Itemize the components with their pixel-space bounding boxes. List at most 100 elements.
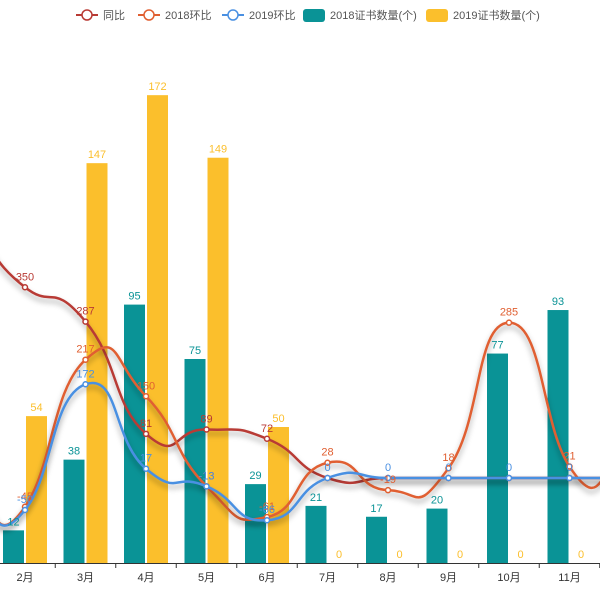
legend-label-mom-2019: 2019环比	[249, 9, 295, 22]
point-mom-2019-0[interactable]	[21, 506, 29, 514]
bar-2019-4[interactable]	[268, 427, 289, 563]
point-mom-2019-3[interactable]	[203, 483, 210, 490]
bar-label-2018-5: 21	[310, 492, 322, 504]
bar-2018-4[interactable]	[245, 484, 266, 563]
point-label-mom-2018-7: 18	[442, 452, 454, 464]
point-yoy-0[interactable]	[21, 284, 29, 291]
point-label-mom-2018-9: 21	[563, 451, 575, 463]
point-mom-2018-5[interactable]	[324, 459, 331, 466]
line-labels: 350 287 81 89 72 -45 217 150 -13 -61 28 -19 18 285 21 -…	[16, 271, 576, 516]
legend-item-mom-2019[interactable]: 2019环比	[222, 9, 295, 22]
point-mom-2019-2[interactable]	[142, 465, 150, 472]
bar-label-2018-6: 17	[370, 503, 382, 515]
point-label-mom-2019-7: 0	[445, 462, 451, 474]
point-label-mom-2018-5: 28	[321, 447, 333, 459]
point-mom-2018-8[interactable]	[505, 319, 513, 326]
point-label-mom-2018-4: -61	[259, 501, 275, 513]
bar-2018-7[interactable]	[426, 508, 448, 563]
bars	[3, 95, 569, 563]
point-mom-2019-1[interactable]	[82, 381, 89, 388]
legend-item-2018-count[interactable]: 2018证书数量(个)	[303, 9, 417, 22]
point-label-yoy-3: 89	[200, 413, 212, 425]
legend-label-2018-count: 2018证书数量(个)	[330, 9, 417, 22]
point-mom-2018-7[interactable]	[445, 464, 452, 472]
bar-label-2019-4: 50	[272, 413, 284, 425]
point-mom-2019-7[interactable]	[445, 474, 452, 482]
point-label-mom-2018-8: 285	[500, 307, 518, 319]
bar-2018-0[interactable]	[3, 530, 24, 563]
bar-2018-1[interactable]	[63, 459, 85, 563]
point-label-mom-2019-0: -50	[17, 494, 33, 506]
point-mom-2019-5[interactable]	[324, 474, 331, 482]
bar-label-2019-1: 147	[88, 149, 106, 161]
bar-label-2018-8: 77	[491, 340, 503, 352]
x-tick-label-1: 3月	[77, 572, 94, 584]
bar-label-2018-4: 29	[249, 470, 261, 482]
bar-2018-2[interactable]	[124, 304, 145, 563]
legend-item-yoy[interactable]: 同比	[76, 9, 125, 22]
point-mom-2018-2[interactable]	[142, 393, 150, 400]
point-label-mom-2018-0: -45	[17, 491, 33, 503]
x-tick-label-0: 2月	[16, 572, 33, 584]
x-tick-label-3: 5月	[198, 572, 215, 584]
bar-label-2018-2: 95	[128, 291, 140, 303]
bar-2018-5[interactable]	[305, 505, 327, 563]
legend-item-mom-2018[interactable]: 2018环比	[138, 9, 211, 22]
point-yoy-4[interactable]	[263, 435, 271, 443]
point-yoy-1[interactable]	[82, 318, 89, 325]
point-mom-2018-9[interactable]	[566, 463, 573, 470]
bar-2018-3[interactable]	[184, 359, 206, 563]
bar-2019-3[interactable]	[207, 157, 229, 563]
bar-label-2019-2: 172	[148, 81, 166, 93]
legend-label-mom-2018: 2018环比	[165, 9, 211, 22]
point-label-mom-2019-3: -13	[199, 470, 215, 482]
point-mom-2019-9[interactable]	[566, 474, 573, 482]
bar-2019-1[interactable]	[86, 163, 108, 563]
point-label-yoy-2: 81	[140, 418, 152, 430]
legend-label-yoy: 同比	[103, 9, 125, 22]
point-label-mom-2019-9: 0	[566, 462, 572, 474]
point-yoy-2[interactable]	[142, 430, 150, 438]
point-label-mom-2019-2: 17	[140, 453, 152, 465]
point-mom-2019-4[interactable]	[263, 516, 271, 524]
bar-2018-6[interactable]	[366, 516, 387, 563]
point-mom-2018-1[interactable]	[82, 356, 89, 363]
point-label-mom-2018-3: -13	[199, 470, 215, 482]
x-tick-label-2: 4月	[137, 572, 154, 584]
bar-label-2018-3: 75	[189, 345, 201, 357]
bar-label-2019-3: 149	[209, 144, 227, 156]
bar-2018-8[interactable]	[487, 353, 508, 563]
point-mom-2019-6[interactable]	[384, 474, 392, 482]
x-tick-label-4: 6月	[258, 572, 275, 584]
bar-label-2019-5: 0	[336, 549, 342, 561]
x-tick-label-7: 9月	[440, 572, 457, 584]
x-tick-label-5: 7月	[319, 572, 336, 584]
point-label-mom-2018-1: 217	[76, 344, 94, 356]
point-mom-2019-8[interactable]	[505, 474, 513, 482]
point-label-mom-2019-4: -66	[259, 504, 275, 516]
point-mom-2018-6[interactable]	[384, 486, 392, 494]
point-label-mom-2018-2: 150	[137, 380, 155, 392]
point-label-mom-2019-1: 172	[76, 368, 94, 380]
point-label-mom-2019-6: 0	[385, 462, 391, 474]
bar-label-2019-7: 0	[457, 549, 463, 561]
bar-label-2018-7: 20	[431, 495, 443, 507]
x-tick-label-8: 10月	[497, 572, 520, 584]
x-axis: 2月 3月 4月 5月 6月 7月 8月 9月 10月 11月	[0, 563, 600, 584]
point-label-mom-2019-8: 0	[506, 462, 512, 474]
bar-label-2019-9: 0	[578, 549, 584, 561]
bar-2018-9[interactable]	[547, 310, 569, 563]
bar-2019-2[interactable]	[147, 95, 168, 563]
bar-label-2019-0: 54	[30, 402, 42, 414]
point-label-mom-2018-6: -19	[380, 474, 396, 486]
line-mom-2018[interactable]	[0, 321, 600, 527]
point-yoy-3[interactable]	[203, 426, 210, 433]
bar-label-2019-6: 0	[396, 549, 402, 561]
point-label-yoy-0: 350	[16, 271, 34, 283]
point-label-mom-2019-5: 0	[324, 462, 330, 474]
bar-label-2018-9: 93	[552, 296, 564, 308]
legend-item-2019-count[interactable]: 2019证书数量(个)	[426, 9, 540, 22]
lines	[0, 260, 600, 527]
x-tick-label-9: 11月	[558, 572, 580, 584]
